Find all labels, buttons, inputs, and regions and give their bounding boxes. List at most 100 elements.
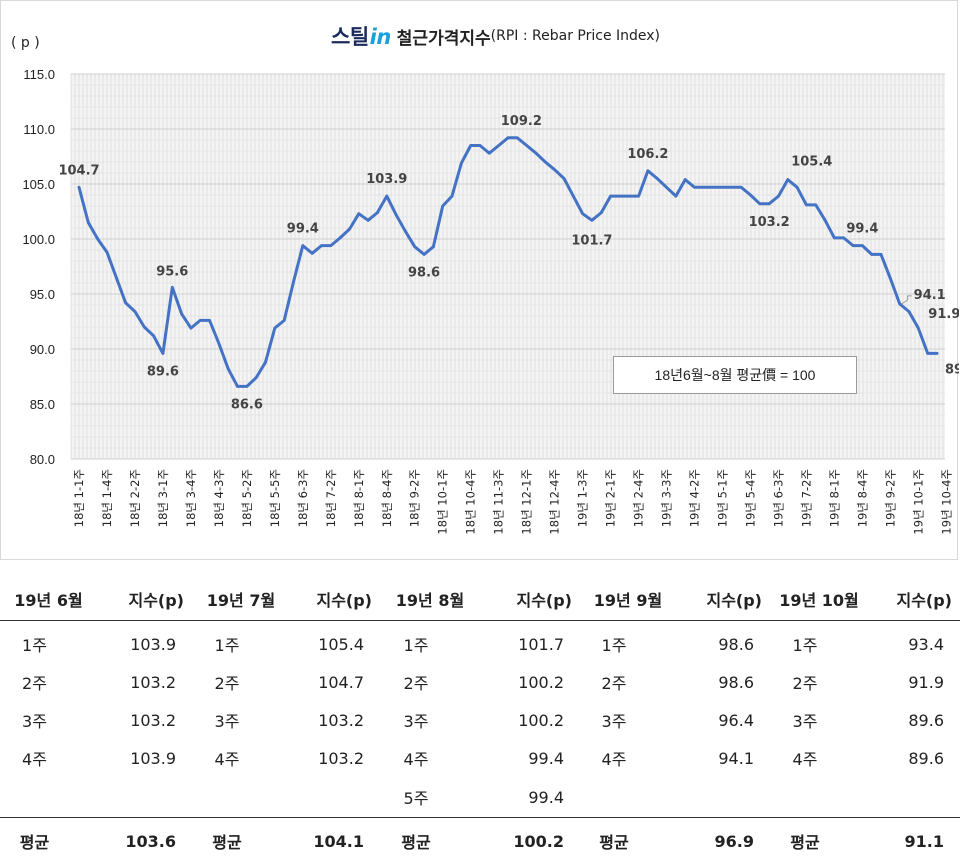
x-tick-label: 18년 4-3주: [212, 469, 226, 527]
y-tick-label: 110.0: [23, 122, 55, 137]
x-tick-label: 18년 2-2주: [128, 469, 142, 527]
x-tick-label: 19년 7-2주: [799, 469, 813, 527]
index-value-cell: [868, 777, 960, 818]
data-point: [218, 342, 221, 345]
data-label: 105.4: [791, 155, 832, 170]
data-label: 101.7: [571, 233, 612, 248]
data-point: [833, 237, 836, 240]
week-cell: 3주: [770, 701, 868, 739]
week-cell: 2주: [0, 663, 97, 701]
data-point: [572, 195, 575, 198]
index-value-cell: [676, 777, 770, 818]
index-value-cell: [290, 777, 380, 818]
x-tick-label: 18년 1-4주: [100, 469, 114, 527]
average-label: 평균: [0, 818, 97, 864]
month-header: 19년 10월: [770, 578, 868, 621]
data-point: [917, 327, 920, 330]
data-point: [693, 186, 696, 189]
month-header: 19년 7월: [192, 578, 290, 621]
average-label: 평균: [580, 818, 676, 864]
data-label: 104.7: [58, 163, 99, 178]
data-point: [292, 281, 295, 284]
data-point: [124, 302, 127, 305]
x-tick-label: 19년 5-4주: [743, 469, 757, 527]
week-cell: 4주: [380, 739, 480, 777]
week-cell: [0, 777, 97, 818]
data-point: [208, 319, 211, 322]
data-point: [376, 211, 379, 214]
x-tick-label: 19년 9-2주: [883, 469, 897, 527]
data-point: [842, 237, 845, 240]
average-value: 96.9: [676, 818, 770, 864]
data-label: 99.4: [287, 222, 319, 237]
data-label: 98.6: [408, 265, 440, 280]
data-point: [703, 186, 706, 189]
x-tick-label: 19년 2-4주: [632, 469, 646, 527]
index-value-cell: 89.6: [868, 739, 960, 777]
week-cell: 3주: [0, 701, 97, 739]
x-tick-label: 18년 10-4주: [464, 469, 478, 535]
week-cell: 2주: [380, 663, 480, 701]
data-point: [283, 319, 286, 322]
week-cell: [580, 777, 676, 818]
data-point: [246, 385, 249, 388]
data-point: [339, 237, 342, 240]
x-tick-label: 18년 5-5주: [268, 469, 282, 527]
index-value-cell: 99.4: [480, 739, 580, 777]
index-value-cell: 98.6: [676, 621, 770, 664]
x-tick-label: 18년 3-1주: [156, 469, 170, 527]
average-label: 평균: [770, 818, 868, 864]
data-label: 99.4: [846, 222, 878, 237]
average-label: 평균: [192, 818, 290, 864]
data-point: [628, 195, 631, 198]
line-chart: 80.085.090.095.0100.0105.0110.0115.018년 …: [1, 1, 959, 561]
data-point: [824, 219, 827, 222]
x-tick-label: 19년 8-1주: [827, 469, 841, 527]
week-cell: 2주: [770, 663, 868, 701]
data-point: [227, 368, 230, 371]
index-value-cell: 104.7: [290, 663, 380, 701]
x-tick-label: 18년 11-3주: [492, 469, 506, 535]
index-value-cell: 103.2: [290, 701, 380, 739]
index-value-cell: 100.2: [480, 663, 580, 701]
data-point: [404, 230, 407, 233]
index-header: 지수(p): [480, 578, 580, 621]
x-tick-label: 18년 9-2주: [408, 469, 422, 527]
x-tick-label: 19년 6-3주: [771, 469, 785, 527]
x-tick-label: 19년 2-1주: [604, 469, 618, 527]
month-header: 19년 6월: [0, 578, 97, 621]
baseline-note: 18년6월~8월 평균價 = 100: [613, 356, 857, 394]
x-tick-label: 18년 8-1주: [352, 469, 366, 527]
data-point: [880, 253, 883, 256]
index-header: 지수(p): [868, 578, 960, 621]
data-point: [152, 335, 155, 338]
data-point: [311, 252, 314, 255]
x-tick-label: 18년 3-4주: [184, 469, 198, 527]
x-tick-label: 18년 12-1주: [520, 469, 534, 535]
data-point: [544, 161, 547, 164]
data-point: [87, 221, 90, 224]
index-header: 지수(p): [676, 578, 770, 621]
data-point: [786, 178, 789, 181]
data-point: [535, 152, 538, 155]
y-tick-label: 80.0: [30, 452, 55, 467]
data-point: [469, 144, 472, 147]
index-value-cell: 103.2: [97, 701, 192, 739]
index-header: 지수(p): [97, 578, 192, 621]
data-label: 86.6: [231, 397, 263, 412]
x-tick-label: 19년 1-3주: [576, 469, 590, 527]
index-header: 지수(p): [290, 578, 380, 621]
average-value: 100.2: [480, 818, 580, 864]
week-cell: 2주: [192, 663, 290, 701]
data-point: [721, 186, 724, 189]
index-value-cell: 89.6: [868, 701, 960, 739]
x-tick-label: 18년 5-2주: [240, 469, 254, 527]
data-point: [516, 137, 519, 140]
index-value-cell: [97, 777, 192, 818]
y-tick-label: 100.0: [22, 232, 55, 247]
data-label: 89.6: [945, 362, 959, 377]
data-point: [507, 137, 510, 140]
